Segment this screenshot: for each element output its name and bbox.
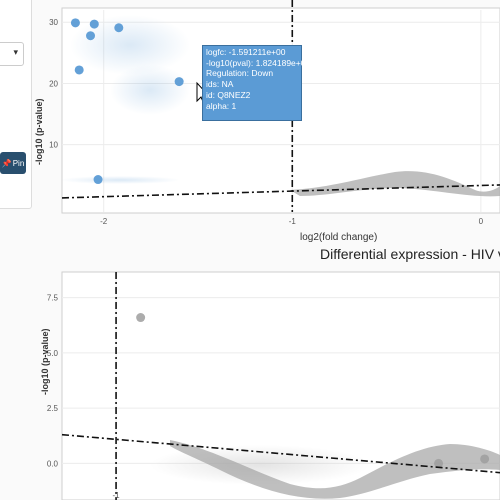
plot2-pvalue-threshold (61, 433, 500, 474)
plot1-y-tick-label: 30 (49, 18, 58, 27)
chevron-down-icon: ▾ (13, 47, 18, 57)
plot2-data-point[interactable] (136, 313, 146, 323)
plot1-y-axis-label: -log10 (p-value) (34, 98, 44, 165)
plot2-tick-labels: 0.0 2.5 5.0 7.5 -1 (47, 294, 120, 500)
pin-button[interactable]: 📌 Pin (0, 152, 26, 174)
plot1-tick-labels: -2 -1 0 10 20 30 (49, 18, 484, 226)
dropdown-select[interactable]: ▾ (0, 42, 24, 66)
plot2-y-axis-label: -log10 (p-value) (40, 328, 50, 395)
hover-tooltip: logfc: -1.591211e+00 -log10(pval): 1.824… (202, 45, 311, 121)
plot1-x-axis-label: log2(fold change) (300, 232, 377, 243)
plot1-faint-cluster-high (70, 15, 190, 75)
plot2-y-tick-label: 7.5 (47, 294, 59, 303)
plot1-y-tick-label: 10 (49, 141, 58, 150)
plot1-data-point[interactable] (89, 19, 99, 29)
pin-icon: 📌 (1, 158, 12, 168)
tooltip-logfc: logfc: -1.591211e+00 (206, 47, 286, 57)
plot1-y-tick-label: 20 (49, 79, 58, 88)
plot1-faint-cluster-mid (110, 65, 190, 115)
pin-button-label: Pin (12, 158, 25, 168)
plot1-data-point[interactable] (114, 23, 124, 33)
plot2-data-point[interactable] (434, 458, 444, 468)
plot2-y-tick-label: 2.5 (47, 404, 59, 413)
volcano-plot-bottom: Differential expression - HIV vs Co 0.0 2… (40, 246, 500, 500)
plot1-pvalue-threshold (61, 184, 500, 199)
tooltip-pval: -log10(pval): 1.824189e+01 (206, 57, 311, 68)
plot2-data-point[interactable] (480, 454, 490, 464)
plot1-data-point[interactable] (93, 175, 103, 185)
tooltip-regulation: Regulation: Down (206, 68, 274, 79)
plot2-title: Differential expression - HIV vs Co (320, 246, 500, 262)
control-panel (0, 0, 32, 209)
plot1-points (70, 18, 184, 185)
tooltip-id: id: Q8NEZ2 (206, 89, 251, 100)
plot2-x-tick-label: -1 (113, 491, 121, 500)
plot2-thresholds (61, 272, 500, 500)
plot1-data-point[interactable] (70, 18, 80, 28)
plot2-y-tick-label: 5.0 (47, 349, 59, 358)
plot1-data-point[interactable] (74, 65, 84, 75)
plot1-x-tick-label: -1 (289, 217, 297, 226)
plot1-x-tick-label: 0 (479, 217, 484, 226)
volcano-plot-top: -2 -1 0 10 20 30 log2(fold change) -log10 (p-… (34, 0, 500, 243)
plot2-y-tick-label: 0.0 (47, 459, 59, 468)
plot1-x-tick-label: -2 (100, 217, 108, 226)
plot2-points (136, 313, 490, 468)
tooltip-alpha: alpha: 1 (206, 100, 237, 111)
tooltip-ids: ids: NA (206, 79, 234, 90)
plot1-data-point[interactable] (86, 31, 96, 41)
plot1-data-point[interactable] (174, 77, 184, 87)
plot2-faint-cloud (150, 445, 370, 485)
plot1-faint-cluster-low (60, 176, 180, 184)
